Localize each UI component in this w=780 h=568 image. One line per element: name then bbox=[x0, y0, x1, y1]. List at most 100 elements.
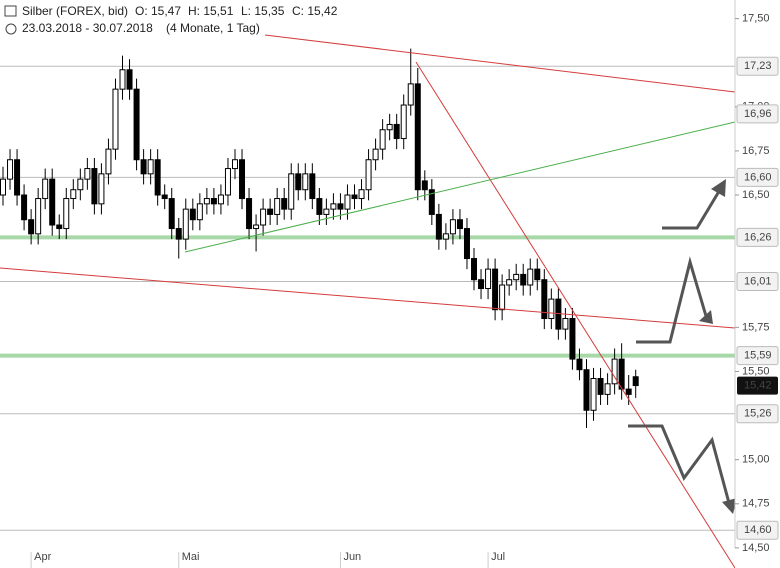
candle-body bbox=[428, 189, 435, 215]
candle-body bbox=[379, 129, 386, 150]
candle-body bbox=[548, 298, 555, 320]
candle-body bbox=[267, 208, 274, 215]
candle-body bbox=[161, 194, 168, 200]
candle-body bbox=[246, 198, 253, 230]
level-box bbox=[736, 271, 779, 291]
candle-body bbox=[154, 159, 161, 196]
candle-body bbox=[442, 233, 449, 240]
candle-body bbox=[541, 279, 548, 320]
last-price-box bbox=[737, 376, 778, 395]
trend-line bbox=[415, 61, 736, 568]
candle-body bbox=[590, 378, 597, 411]
candle-body bbox=[35, 198, 42, 235]
level-box bbox=[736, 404, 779, 424]
candle-body bbox=[344, 194, 351, 210]
x-tick-label: Jun bbox=[343, 551, 361, 563]
candle-body bbox=[295, 173, 302, 191]
candle-body bbox=[49, 178, 56, 226]
candle-body bbox=[597, 378, 604, 395]
levels bbox=[0, 65, 735, 531]
candle-body bbox=[98, 173, 105, 205]
clock-icon bbox=[5, 23, 17, 35]
candle-body bbox=[527, 268, 534, 286]
candle-body bbox=[400, 104, 407, 140]
level-label: 15,26 bbox=[744, 408, 772, 420]
x-tick-label: Apr bbox=[34, 551, 51, 563]
candle-body bbox=[239, 159, 246, 200]
date-range: 23.03.2018 - 30.07.2018 bbox=[22, 21, 153, 35]
chart-icon bbox=[4, 5, 17, 17]
level-label: 16,96 bbox=[744, 108, 772, 120]
level-box bbox=[736, 167, 779, 187]
candle-body bbox=[274, 198, 281, 215]
candle-body bbox=[224, 168, 231, 196]
trend-line bbox=[184, 121, 736, 253]
candle-body bbox=[576, 358, 583, 371]
candle-body bbox=[168, 198, 175, 230]
candle-body bbox=[231, 159, 238, 170]
candle-body bbox=[583, 369, 590, 411]
candle-body bbox=[520, 273, 527, 286]
candle-body bbox=[217, 194, 224, 205]
candle-body bbox=[463, 228, 470, 260]
candle-body bbox=[351, 194, 358, 200]
chart-title: Silber (FOREX, bid) bbox=[22, 4, 128, 18]
candle-body bbox=[21, 194, 28, 221]
candle-body bbox=[14, 159, 21, 196]
candle-body bbox=[189, 208, 196, 221]
time-axis: Apr Mai Jun Jul bbox=[30, 551, 505, 568]
candle-body bbox=[323, 208, 330, 215]
candle-body bbox=[449, 219, 456, 235]
candle-body bbox=[0, 178, 6, 196]
candle-body bbox=[253, 224, 260, 230]
candle-body bbox=[407, 83, 414, 106]
candle-body bbox=[421, 180, 428, 191]
level-label: 16,60 bbox=[744, 171, 772, 183]
candle-body bbox=[562, 318, 569, 330]
candle-body bbox=[330, 203, 337, 210]
level-box bbox=[736, 56, 779, 76]
candle-body bbox=[499, 284, 506, 311]
level-label: 17,23 bbox=[744, 60, 772, 72]
level-label: 16,01 bbox=[744, 275, 772, 287]
header: Silber (FOREX, bid) O: 15,47 H: 15,51 L:… bbox=[4, 4, 338, 35]
candle-body bbox=[302, 173, 309, 191]
candle-body bbox=[126, 69, 133, 90]
candle-body bbox=[506, 279, 513, 286]
ohlc-open: O: 15,47 bbox=[135, 4, 181, 18]
candle-body bbox=[513, 273, 520, 281]
candle-body bbox=[210, 198, 217, 205]
y-tick-label: 15,75 bbox=[742, 321, 770, 333]
candle-body bbox=[534, 268, 541, 281]
level-label: 16,26 bbox=[744, 231, 772, 243]
candle-body bbox=[386, 123, 393, 131]
candle-body bbox=[196, 203, 203, 221]
y-tick-label: 14,50 bbox=[742, 542, 770, 554]
arrow bbox=[636, 256, 708, 344]
last-price-label: 15,42 bbox=[744, 379, 772, 391]
candle-body bbox=[56, 224, 63, 230]
candle-body bbox=[414, 83, 421, 191]
candle-body bbox=[478, 279, 485, 290]
arrow-head bbox=[711, 179, 726, 197]
arrow-head bbox=[722, 498, 737, 514]
ohlc-low: L: 15,35 bbox=[241, 4, 285, 18]
candle-body bbox=[365, 159, 372, 191]
y-tick-label: 15,50 bbox=[742, 365, 770, 377]
period: (4 Monate, 1 Tag) bbox=[166, 21, 260, 35]
level-box bbox=[736, 104, 779, 124]
x-tick-label: Mai bbox=[182, 551, 200, 563]
candle-body bbox=[260, 208, 267, 226]
candle-body bbox=[569, 318, 576, 360]
candle-body bbox=[182, 208, 189, 240]
candle-body bbox=[288, 173, 295, 210]
candle-body bbox=[632, 376, 639, 387]
candle-body bbox=[281, 198, 288, 210]
arrow bbox=[628, 424, 731, 504]
ohlc-close: C: 15,42 bbox=[292, 4, 338, 18]
candle-body bbox=[358, 189, 365, 200]
candle-body bbox=[372, 148, 379, 161]
y-tick-label: 17,50 bbox=[742, 12, 770, 24]
trend-lines bbox=[0, 34, 736, 568]
candle-body bbox=[337, 203, 344, 210]
